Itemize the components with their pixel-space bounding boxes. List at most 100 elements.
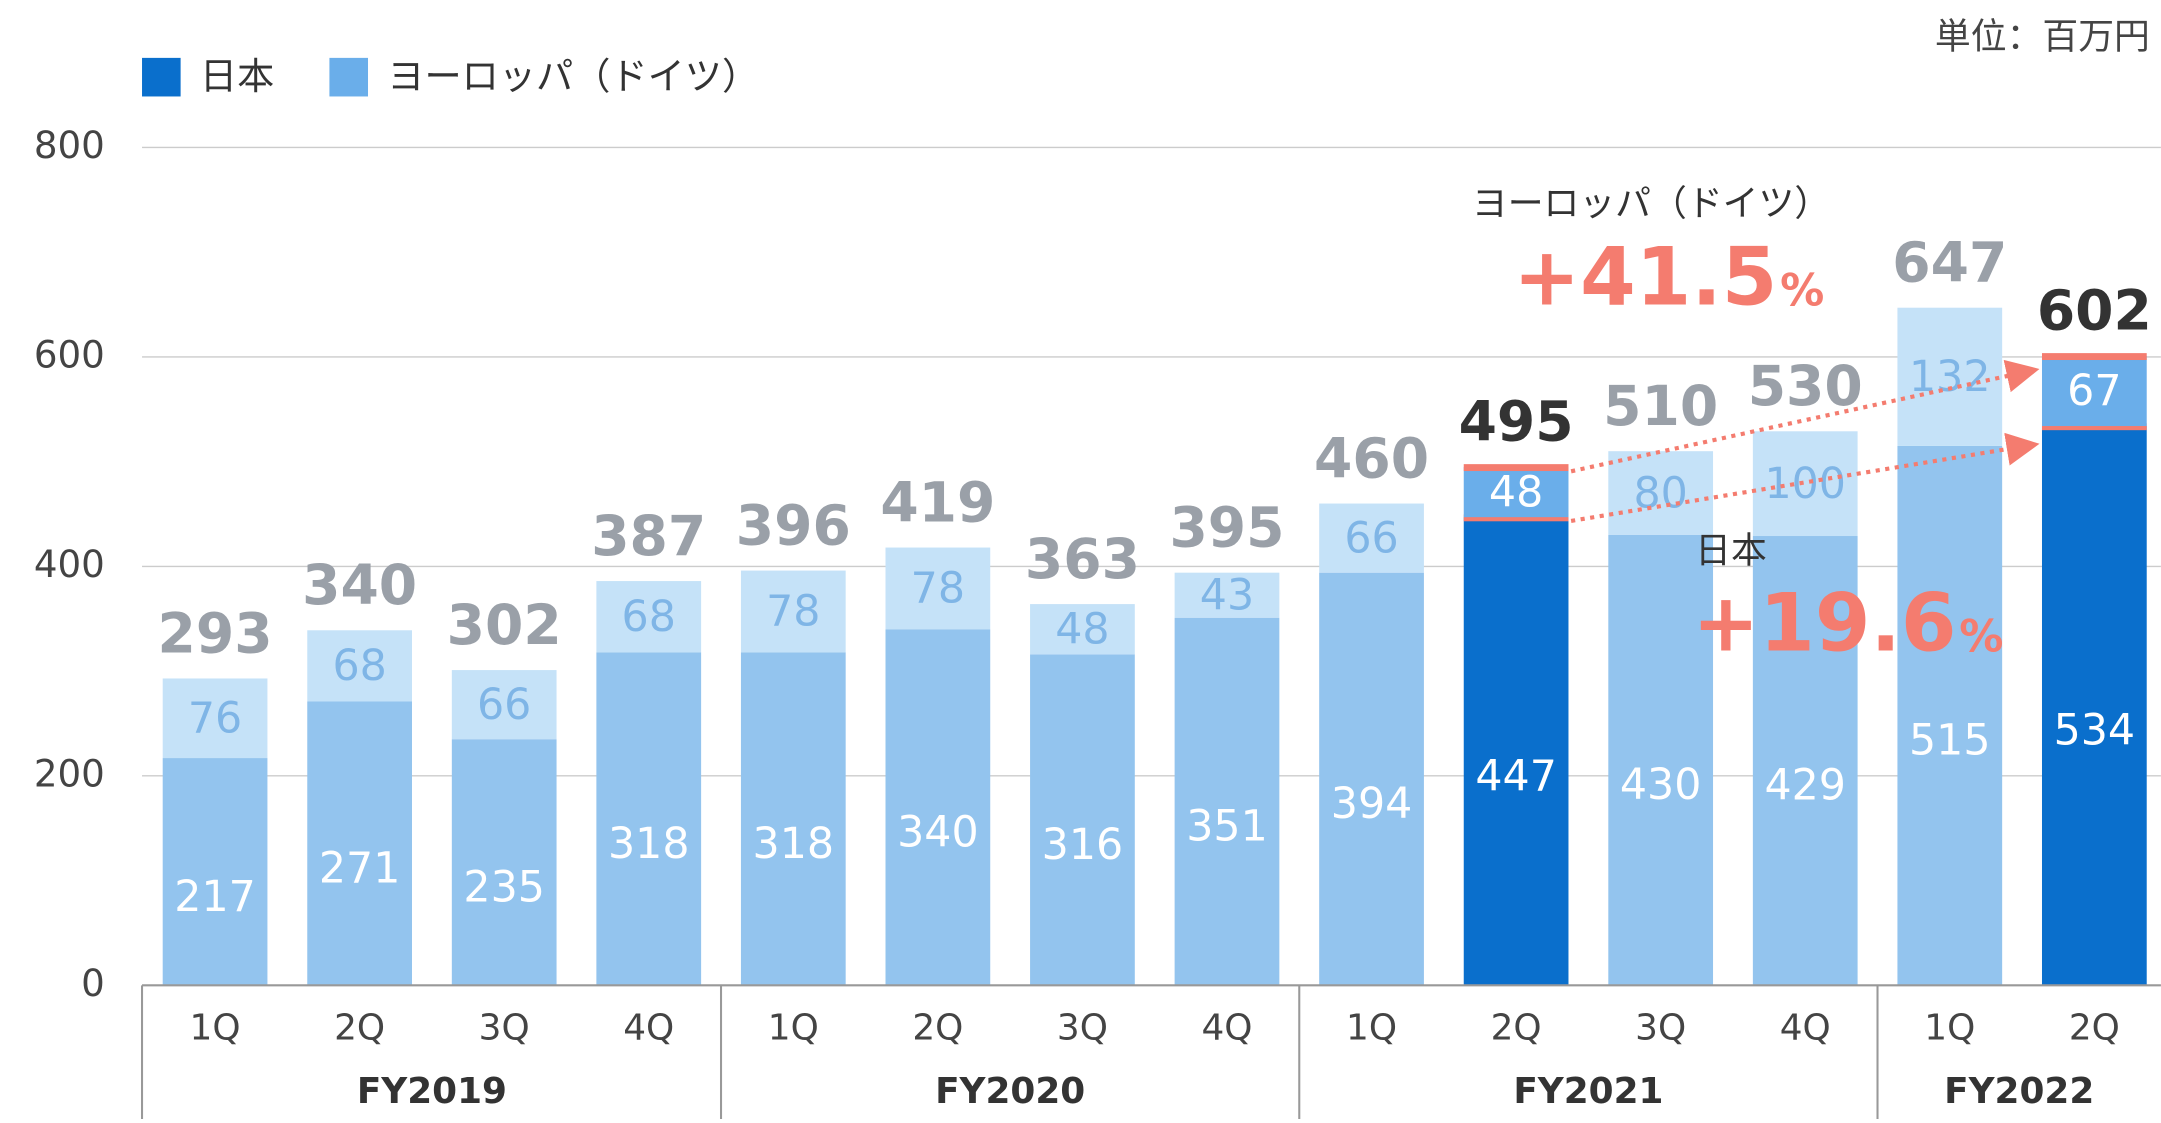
- bar-segment: [1463, 517, 1569, 986]
- value-label: 68: [332, 641, 386, 691]
- total-label: 363: [1025, 527, 1140, 591]
- bar-segment: [1752, 536, 1858, 986]
- group-label: FY2019: [357, 1071, 507, 1112]
- bar-segment: [1463, 466, 1569, 518]
- bar-segment: [596, 581, 702, 653]
- unit-label: 単位：百万円: [1935, 17, 2150, 58]
- segment-cap: [1463, 464, 1569, 472]
- bar-segment: [1897, 307, 2003, 446]
- x-tick-label: 3Q: [1057, 1007, 1108, 1048]
- value-label: 316: [1042, 820, 1124, 870]
- bar-segment: [1030, 604, 1135, 655]
- bar-segment: [1319, 572, 1424, 986]
- total-label: 530: [1748, 354, 1863, 418]
- x-tick-label: 2Q: [2069, 1007, 2120, 1048]
- x-tick-label: 4Q: [1201, 1007, 1252, 1048]
- total-label: 395: [1169, 495, 1284, 559]
- y-tick-label: 800: [34, 123, 105, 167]
- bar-segment: [1897, 445, 2003, 986]
- bar-segment: [596, 652, 702, 986]
- bar-segment: [162, 678, 268, 759]
- bar-segment: [1752, 431, 1858, 537]
- value-label: 447: [1475, 751, 1557, 801]
- value-label: 48: [1055, 604, 1109, 654]
- value-label: 78: [766, 587, 820, 637]
- x-tick-label: 1Q: [1924, 1007, 1975, 1048]
- legend-swatch: [142, 57, 181, 97]
- total-label: 340: [302, 553, 417, 617]
- legend-label: ヨーロッパ（ドイツ）: [387, 54, 759, 98]
- value-label: 394: [1331, 779, 1413, 829]
- segment-cap: [2041, 423, 2147, 431]
- value-label: 66: [1344, 513, 1398, 563]
- bar-segment: [1174, 572, 1280, 618]
- y-tick-label: 600: [34, 332, 105, 376]
- value-label: 48: [1489, 467, 1543, 517]
- group-label: FY2022: [1944, 1071, 2094, 1112]
- annotation-label: ヨーロッパ（ドイツ）: [1472, 183, 1830, 224]
- bar-segment: [1608, 451, 1714, 535]
- bar-segment: [2041, 355, 2147, 427]
- legend-swatch: [329, 57, 369, 97]
- x-tick-label: 2Q: [1491, 1007, 1542, 1048]
- value-label: 429: [1764, 761, 1846, 811]
- bar-segment: [740, 570, 846, 653]
- bar-segment: [451, 739, 557, 986]
- total-label: 647: [1892, 230, 2007, 294]
- total-label: 495: [1459, 390, 1574, 454]
- value-label: 515: [1909, 716, 1991, 766]
- value-label: 217: [174, 872, 256, 922]
- value-label: 76: [188, 694, 242, 744]
- total-label: 396: [736, 493, 851, 557]
- value-label: 318: [608, 819, 690, 869]
- value-label: 68: [622, 592, 676, 642]
- value-label: 534: [2054, 706, 2136, 756]
- y-tick-label: 400: [34, 542, 105, 586]
- bar-segment: [1030, 654, 1135, 986]
- value-label: 318: [753, 819, 835, 869]
- value-label: 430: [1620, 760, 1702, 810]
- value-label: 271: [319, 843, 401, 893]
- value-label: 235: [463, 862, 545, 912]
- segment-cap: [1463, 514, 1569, 522]
- bar-segment: [2041, 426, 2147, 986]
- x-tick-label: 3Q: [479, 1007, 530, 1048]
- segment-cap: [2041, 353, 2147, 361]
- value-label: 351: [1186, 802, 1268, 852]
- annotation-unit: %: [1780, 266, 1824, 317]
- annotation-value: +19.6: [1692, 576, 1956, 669]
- total-label: 387: [591, 504, 706, 568]
- x-tick-label: 1Q: [1346, 1007, 1397, 1048]
- bar-segment: [1319, 503, 1424, 573]
- group-label: FY2021: [1513, 1071, 1663, 1112]
- value-label: 66: [477, 680, 531, 730]
- x-tick-label: 2Q: [912, 1007, 963, 1048]
- growth-arrow: [1570, 432, 2040, 523]
- x-tick-label: 1Q: [768, 1007, 819, 1048]
- bar-segment: [1608, 534, 1714, 986]
- value-label: 43: [1200, 570, 1254, 620]
- total-label: 602: [2037, 279, 2152, 343]
- y-tick-label: 200: [34, 751, 105, 795]
- annotation-label: 日本: [1695, 531, 1767, 572]
- y-tick-label: 0: [81, 961, 105, 1005]
- bar-segment: [307, 630, 412, 702]
- total-label: 293: [158, 601, 273, 665]
- annotation-unit: %: [1959, 611, 2003, 662]
- value-label: 78: [911, 564, 965, 614]
- x-tick-label: 2Q: [334, 1007, 385, 1048]
- total-label: 419: [880, 470, 995, 534]
- annotation-value: +41.5: [1513, 230, 1777, 323]
- x-tick-label: 3Q: [1635, 1007, 1686, 1048]
- bar-segment: [885, 547, 991, 630]
- growth-arrow: [1570, 359, 2040, 474]
- value-label: 67: [2067, 366, 2121, 416]
- value-label: 100: [1764, 459, 1846, 509]
- value-label: 340: [897, 807, 979, 857]
- value-label: 80: [1633, 468, 1687, 518]
- total-label: 460: [1314, 426, 1429, 490]
- legend-label: 日本: [200, 54, 274, 98]
- x-tick-label: 4Q: [623, 1007, 674, 1048]
- bar-segment: [451, 670, 557, 740]
